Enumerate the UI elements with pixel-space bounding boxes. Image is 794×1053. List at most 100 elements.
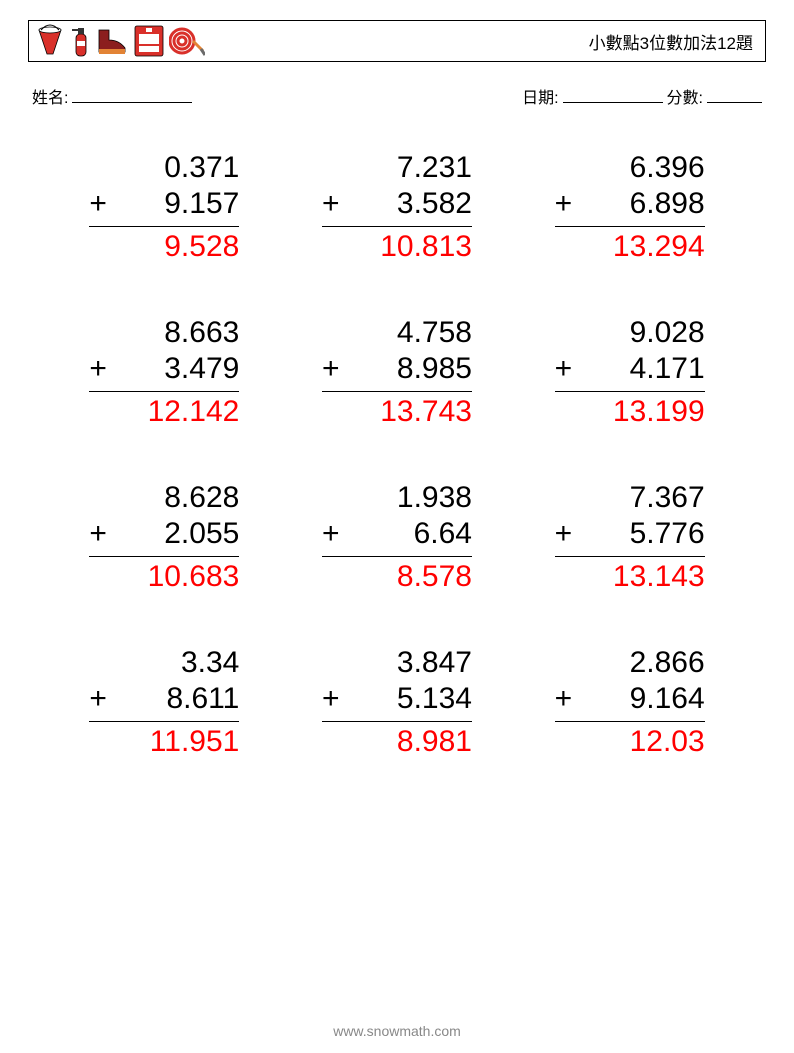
answer: 13.199 [555,394,705,430]
info-row: 姓名: 日期: 分數: [28,62,766,108]
operand-a: 7.367 [555,480,705,516]
answer: 12.142 [89,394,239,430]
operand-b-row: +5.776 [555,516,705,552]
rule-line [89,391,239,392]
operand-b-row: +5.134 [322,681,472,717]
worksheet-page: 小數點3位數加法12題 姓名: 日期: 分數: 0.371+9.1579.528… [0,0,794,1053]
answer: 10.683 [89,559,239,595]
operand-a: 9.028 [555,315,705,351]
answer: 12.03 [555,724,705,760]
date-blank[interactable] [563,89,663,103]
operator: + [322,681,340,717]
answer: 9.528 [89,229,239,265]
operand-b: 6.898 [572,186,704,222]
problem: 9.028+4.171 13.199 [555,315,705,430]
fire-alarm-icon [133,24,165,58]
operand-b-row: +8.611 [89,681,239,717]
operand-a: 1.938 [322,480,472,516]
problem: 3.847+5.134 8.981 [322,645,472,760]
rule-line [555,226,705,227]
answer: 13.294 [555,229,705,265]
problem: 8.628+2.055 10.683 [89,480,239,595]
fire-safety-icons [35,24,205,58]
answer: 13.743 [322,394,472,430]
header-box: 小數點3位數加法12題 [28,20,766,62]
operator: + [555,351,573,387]
rule-line [322,391,472,392]
answer: 13.143 [555,559,705,595]
operator: + [89,681,107,717]
problem: 8.663+3.479 12.142 [89,315,239,430]
rule-line [322,721,472,722]
operand-b: 5.776 [572,516,704,552]
rule-line [555,721,705,722]
operand-b: 9.164 [572,681,704,717]
operand-b-row: +9.164 [555,681,705,717]
operand-a: 8.663 [89,315,239,351]
problem: 7.367+5.776 13.143 [555,480,705,595]
operand-b: 8.985 [340,351,472,387]
operator: + [89,351,107,387]
operand-b: 9.157 [107,186,239,222]
answer: 8.981 [322,724,472,760]
operand-b: 5.134 [340,681,472,717]
operand-a: 3.847 [322,645,472,681]
answer: 8.578 [322,559,472,595]
operand-a: 0.371 [89,150,239,186]
operand-b: 2.055 [107,516,239,552]
hose-icon [169,25,205,57]
problems-grid: 0.371+9.1579.5287.231+3.58210.8136.396+6… [28,108,766,760]
operand-b: 4.171 [572,351,704,387]
operator: + [322,186,340,222]
operand-a: 3.34 [89,645,239,681]
rule-line [89,556,239,557]
operand-b-row: +9.157 [89,186,239,222]
rule-line [89,721,239,722]
footer-url: www.snowmath.com [0,1023,794,1039]
extinguisher-icon [69,24,91,58]
operand-b-row: +8.985 [322,351,472,387]
operand-b-row: +2.055 [89,516,239,552]
rule-line [555,556,705,557]
bucket-icon [35,24,65,58]
problem: 0.371+9.157 9.528 [89,150,239,265]
date-label: 日期: [522,84,558,108]
operator: + [322,351,340,387]
operand-a: 4.758 [322,315,472,351]
rule-line [555,391,705,392]
problem: 4.758+8.985 13.743 [322,315,472,430]
operator: + [322,516,340,552]
name-label: 姓名: [32,84,68,108]
operand-b: 3.582 [340,186,472,222]
operand-b-row: +3.582 [322,186,472,222]
boot-icon [95,26,129,56]
operand-b-row: +6.64 [322,516,472,552]
operand-b: 8.611 [107,681,239,717]
answer: 11.951 [89,724,239,760]
operand-b-row: +3.479 [89,351,239,387]
problem: 2.866+9.164 12.03 [555,645,705,760]
problem: 1.938+6.64 8.578 [322,480,472,595]
operand-b-row: +6.898 [555,186,705,222]
operator: + [555,186,573,222]
rule-line [89,226,239,227]
operand-a: 6.396 [555,150,705,186]
rule-line [322,226,472,227]
operator: + [555,516,573,552]
score-blank[interactable] [707,89,762,103]
operand-b: 6.64 [340,516,472,552]
score-label: 分數: [667,84,703,108]
answer: 10.813 [322,229,472,265]
problem: 3.34+8.611 11.951 [89,645,239,760]
operand-a: 2.866 [555,645,705,681]
operand-a: 8.628 [89,480,239,516]
operand-a: 7.231 [322,150,472,186]
name-blank[interactable] [72,89,192,103]
operator: + [555,681,573,717]
rule-line [322,556,472,557]
operator: + [89,186,107,222]
worksheet-title: 小數點3位數加法12題 [589,29,753,54]
operand-b-row: +4.171 [555,351,705,387]
problem: 6.396+6.898 13.294 [555,150,705,265]
problem: 7.231+3.582 10.813 [322,150,472,265]
